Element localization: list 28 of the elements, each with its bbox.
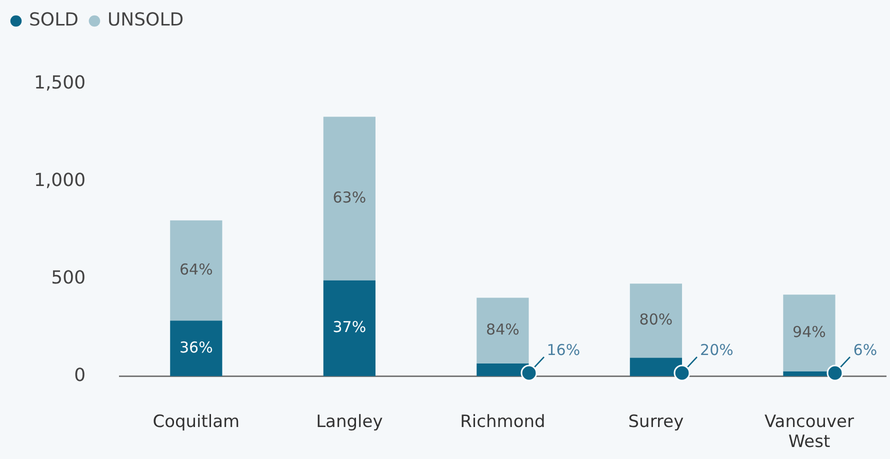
x-tick-label: Richmond xyxy=(460,412,546,432)
y-tick-label: 1,500 xyxy=(34,72,86,94)
annotation: 20% xyxy=(700,341,734,360)
annotation: 64% xyxy=(179,260,213,278)
annotation: 80% xyxy=(639,310,673,329)
legend-label: UNSOLD xyxy=(107,10,184,31)
y-tick-label: 1,000 xyxy=(34,170,86,192)
bar xyxy=(170,220,222,321)
annotation: 84% xyxy=(486,320,520,339)
annotation: 16% xyxy=(546,341,580,360)
annotation: 6% xyxy=(853,341,878,360)
annotation: 36% xyxy=(179,338,213,356)
bar xyxy=(476,298,529,364)
x-tick-label: Surrey xyxy=(628,412,684,432)
x-tick-label: Coquitlam xyxy=(152,412,240,432)
bar xyxy=(630,284,682,358)
x-tick-label: Vancouver West xyxy=(764,412,854,452)
bar xyxy=(170,320,222,376)
y-tick-label: 0 xyxy=(74,364,86,386)
bar xyxy=(783,294,836,372)
annotation: 37% xyxy=(332,318,366,336)
y-tick-label: 500 xyxy=(51,267,86,288)
legend-label: SOLD xyxy=(29,10,78,31)
bar xyxy=(323,116,376,280)
annotation: 94% xyxy=(792,322,826,341)
bar xyxy=(323,280,376,376)
x-tick-label: Langley xyxy=(316,412,383,432)
annotation: 63% xyxy=(332,188,366,206)
